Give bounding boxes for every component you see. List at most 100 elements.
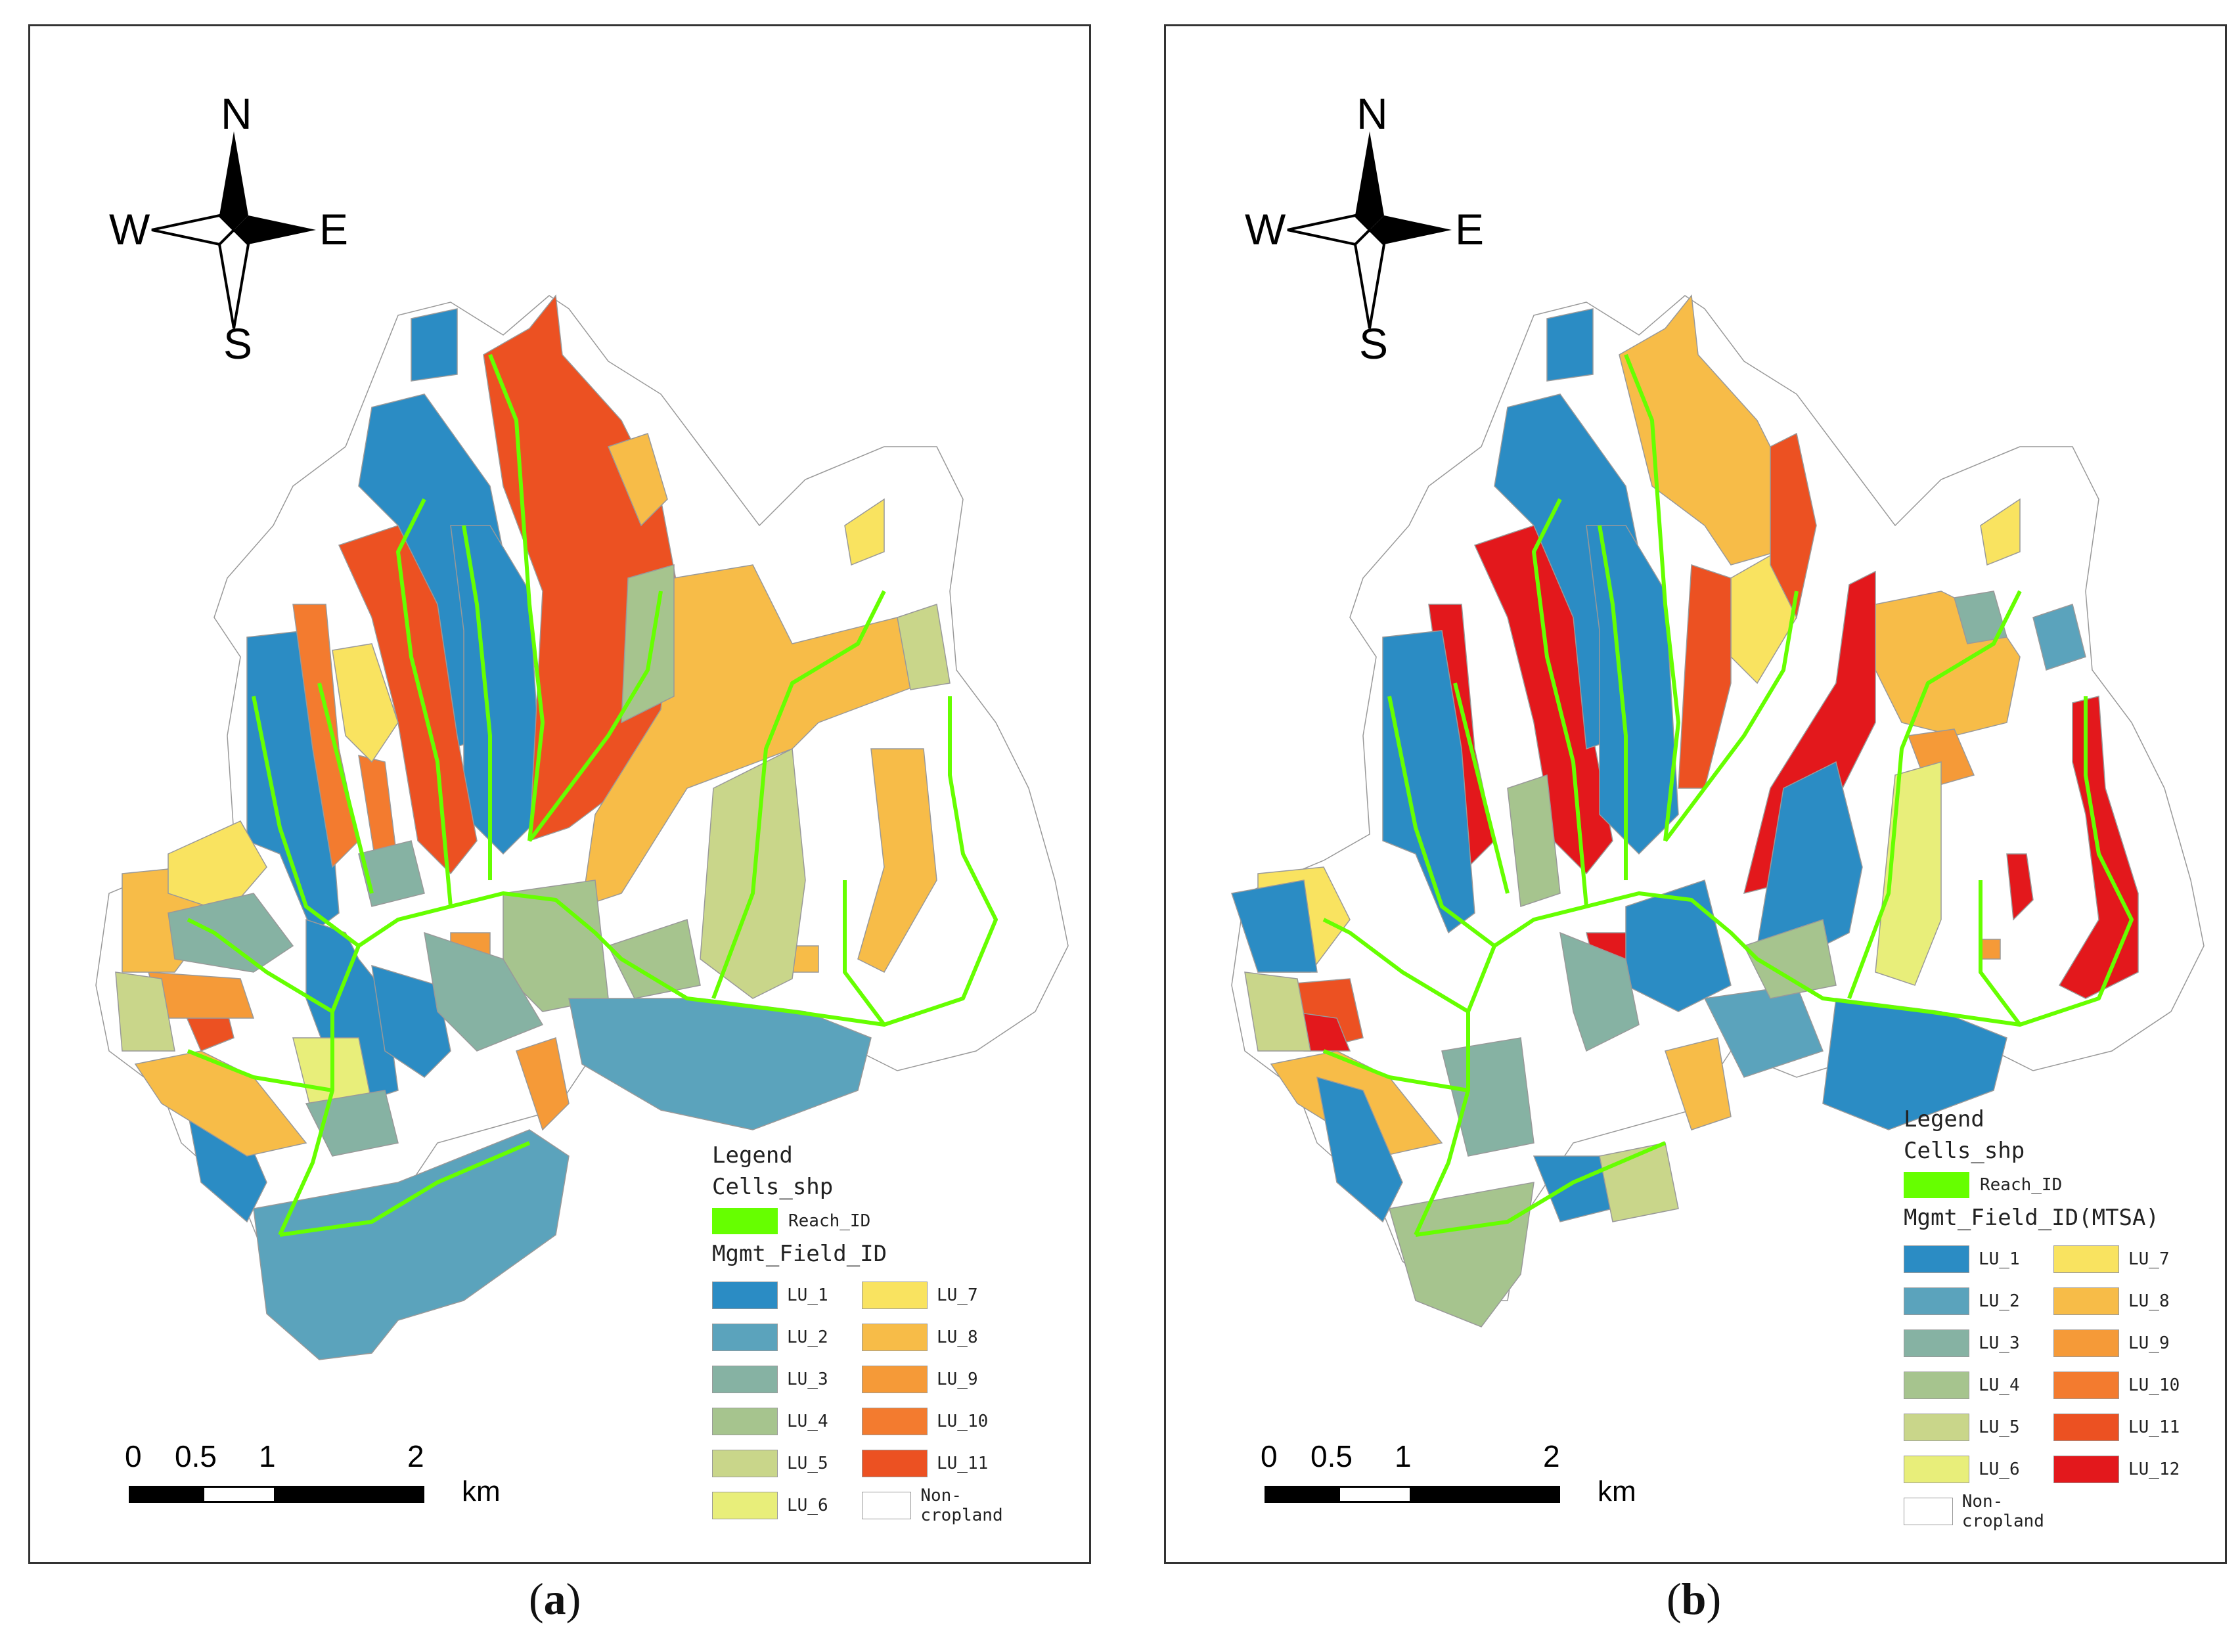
reach-lines [1322,353,2134,1237]
cell-lu-7 [332,643,399,763]
legend-label: LU_7 [937,1285,978,1305]
legend-field-title: Mgmt_Field_ID [712,1241,887,1267]
cell-lu-12 [2006,853,2034,921]
cell-lu-1 [1316,1076,1403,1223]
reach-line [1663,591,1799,842]
legend-swatch [1904,1287,1969,1315]
cell-lu-5 [897,604,951,690]
legend-item: LU_9 [862,1366,1013,1393]
legend-swatch [712,1366,778,1393]
legend-label: LU_5 [787,1454,828,1473]
reach-line [1624,353,1680,841]
legend-item: LU_1 [1904,1245,2053,1273]
cell-lu-3 [168,893,294,973]
cell-lu-2 [2032,604,2086,671]
cells-layer [1231,294,2205,1328]
reach-line [187,918,334,1014]
cell-lu-2 [253,1129,570,1360]
legend-item: LU_12 [2053,1456,2205,1483]
legend-label: Non-cropland [1961,1492,2044,1531]
legend-label: LU_7 [2128,1249,2170,1269]
map-panel-a: N S W E 0 0.5 1 2 km Legend Cells_shp Re… [28,24,1091,1564]
compass-w-label: W [109,205,150,254]
caption-a: (a) [529,1574,581,1624]
legend-label: LU_11 [937,1454,989,1473]
north-arrow: N S W E [102,92,365,365]
compass-s-label: S [1359,319,1389,368]
cell-lu-11 [338,525,478,875]
legend-swatch [1904,1456,1969,1483]
legend-swatch [1904,1372,1969,1399]
legend-item: LU_7 [862,1282,1013,1309]
legend-label: LU_8 [937,1328,978,1347]
cell-lu-11 [1770,432,1817,619]
legend-item: Non-cropland [862,1486,1013,1525]
legend-reach: Reach_ID [712,1208,1013,1234]
cell-lu-7 [844,498,885,566]
cell-lu-5 [115,971,175,1052]
scale-seg-3 [276,1486,424,1503]
legend-swatch [712,1450,778,1477]
legend-label: LU_11 [2128,1418,2180,1437]
cell-lu-9 [1980,939,2001,960]
cell-lu-8 [1665,1037,1732,1130]
legend-swatch [862,1282,928,1309]
legend-layer: Cells_shp [712,1174,834,1200]
cell-lu-1 [450,525,543,855]
legend-swatch [1904,1245,1969,1273]
legend-item: LU_9 [2053,1329,2205,1357]
legend-swatch [1904,1414,1969,1441]
scale-tick-0-5: 0.5 [175,1439,217,1473]
reach-line [527,591,663,842]
reach-lines [187,353,998,1237]
legend-swatch [712,1324,778,1351]
scale-tick-2: 2 [407,1439,424,1473]
reach-line [396,498,453,907]
legend-swatch [862,1492,912,1519]
legend-item: Non-cropland [1904,1492,2053,1531]
scale-unit: km [1598,1475,1636,1507]
cell-lu-9 [516,1037,570,1131]
legend-item: LU_3 [1904,1329,2053,1357]
legend-layer: Cells_shp [1904,1138,2025,1164]
cell-lu-3 [358,840,425,907]
legend-swatch [2053,1245,2119,1273]
cell-lu-4 [1743,919,1837,999]
reach-line [279,1141,531,1237]
legend-label: LU_4 [1979,1375,2020,1395]
reach-line [711,590,886,1000]
legend-field-title: Mgmt_Field_ID(MTSA) [1904,1205,2159,1231]
cell-lu-6 [1875,761,1942,986]
reach-line [1322,918,1469,1014]
legend-label: LU_8 [2128,1291,2170,1311]
legend-item: LU_5 [712,1450,862,1477]
legend-item: LU_6 [1904,1456,2053,1483]
compass-n-label: N [1356,89,1388,138]
legend-item: LU_10 [2053,1372,2205,1399]
legend-swatch [1904,1329,1969,1357]
scale-seg-3 [1412,1486,1560,1503]
legend-title: Legend [1904,1106,1984,1132]
legend-label: LU_1 [1979,1249,2020,1269]
legend-label: LU_2 [787,1328,828,1347]
compass-w-label: W [1245,205,1286,254]
legend-item: LU_2 [712,1324,862,1351]
cell-lu-4 [607,919,701,999]
legend-item: LU_2 [1904,1287,2053,1315]
legend-reach: Reach_ID [1904,1172,2205,1198]
reach-line [1532,498,1588,907]
cell-lu-1 [1533,1155,1613,1222]
legend-label: LU_9 [2128,1333,2170,1353]
cell-lu-3 [424,931,544,1052]
cell-lu-1 [1586,525,1679,855]
legend-swatch [2053,1414,2119,1441]
reach-swatch [712,1208,778,1234]
legend-item: LU_8 [862,1324,1013,1351]
legend-item: LU_10 [862,1408,1013,1435]
legend-swatch [712,1492,778,1519]
reach-label: Reach_ID [1980,1175,2063,1195]
cell-lu-3 [1954,591,2007,644]
legend-label: LU_12 [2128,1460,2180,1479]
reach-line [1453,682,1510,894]
legend-swatch [862,1366,928,1393]
